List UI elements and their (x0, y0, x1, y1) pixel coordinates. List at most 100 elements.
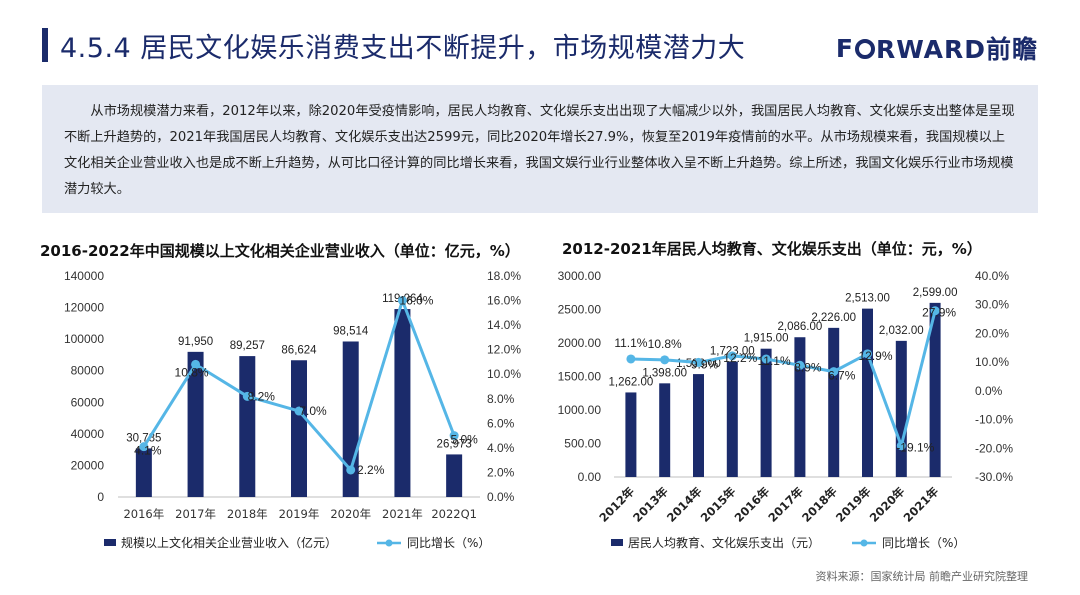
chart1-left-tick: 100000 (64, 332, 104, 346)
chart2-right-tick: 30.0% (975, 298, 1009, 312)
chart2-bar-label: 2,513.00 (845, 293, 890, 305)
chart2-left-tick: 3000.00 (558, 269, 602, 283)
chart1-left-tick: 20000 (71, 458, 105, 472)
chart2-bar-label: 2,599.00 (913, 287, 958, 299)
chart1-right-tick: 8.0% (487, 392, 515, 406)
chart1-bar-label: 98,514 (333, 325, 369, 337)
chart2-category-label: 2021年 (901, 484, 942, 525)
chart1-line-point (191, 359, 201, 369)
chart1-left-tick: 40000 (71, 427, 105, 441)
chart1-left-tick: 120000 (64, 301, 104, 315)
chart2-line-point (694, 357, 703, 367)
chart1-bar-label: 86,624 (281, 344, 317, 356)
chart2-category-label: 2018年 (799, 484, 840, 525)
chart2-bar (659, 383, 671, 477)
chart2-line-point (727, 351, 737, 361)
chart1-right-tick: 0.0% (487, 490, 515, 504)
chart1-line-point (346, 465, 356, 475)
chart1-bar-label: 91,950 (178, 336, 213, 348)
chart2-line-point (761, 354, 771, 364)
chart2-left-tick: 2000.00 (558, 336, 602, 350)
chart1-title: 2016-2022年中国规模以上文化相关企业营业收入（单位：亿元，%） (40, 242, 520, 260)
chart2-bar-label: 2,226.00 (811, 312, 856, 324)
chart1-right-tick: 4.0% (487, 441, 515, 455)
chart2-category-label: 2017年 (765, 484, 806, 525)
chart2-right-tick: -20.0% (975, 441, 1013, 455)
chart2-line-label: 27.9% (922, 306, 956, 320)
chart2-category-label: 2016年 (732, 484, 773, 525)
chart1-right-tick: 12.0% (487, 343, 521, 357)
chart2-right-tick: -30.0% (975, 470, 1013, 484)
chart1-bar (187, 351, 204, 497)
chart1-bar (394, 309, 411, 497)
page-title: 4.5.4 居民文化娱乐消费支出不断提升，市场规模潜力大 (60, 33, 746, 64)
chart1-left-tick: 140000 (64, 269, 104, 283)
chart2-right-tick: 40.0% (975, 269, 1009, 283)
chart2-bar (929, 302, 941, 477)
chart2-category-label: 2013年 (630, 484, 671, 525)
chart2-right-tick: 10.0% (975, 355, 1009, 369)
chart1-bar-label: 26,973 (437, 438, 472, 450)
chart1-legend-bar-label: 规模以上文化相关企业营业收入（亿元） (121, 535, 337, 550)
chart2-line-label: 12.9% (858, 349, 892, 363)
chart2-line-point (626, 354, 636, 364)
chart1-line-point (242, 391, 252, 401)
chart2-right-tick: -10.0% (975, 413, 1013, 427)
chart2-bar-label: 2,086.00 (778, 321, 823, 333)
chart2-growth-line (630, 310, 937, 451)
chart1-category-label: 2021年 (382, 507, 423, 521)
chart1-right-tick: 10.0% (487, 367, 521, 381)
chart1-line-point (449, 431, 459, 441)
chart2-bar (760, 348, 772, 477)
chart1-right-tick: 14.0% (487, 318, 521, 332)
chart1-category-label: 2017年 (175, 507, 216, 521)
chart2-line-point (863, 349, 872, 359)
chart2-line-point (795, 360, 805, 370)
chart1-line-point (294, 406, 304, 416)
chart2-left-tick: 1500.00 (558, 370, 602, 384)
logo-text-left: F (835, 33, 854, 63)
chart2-left-tick: 2500.00 (558, 303, 602, 317)
chart2-category-label: 2020年 (867, 484, 908, 525)
chart2-bar-label: 1,915.00 (744, 333, 789, 345)
chart1-bar (135, 448, 152, 497)
chart1-left-tick: 60000 (71, 395, 105, 409)
chart2-line-label: 12.2% (723, 351, 757, 365)
chart1-bar (446, 454, 463, 497)
source-note: 资料来源：国家统计局 前瞻产业研究院整理 (815, 570, 1029, 583)
chart2-bar-label: 1,262.00 (609, 376, 654, 388)
chart1-legend-bar-swatch (104, 539, 116, 546)
chart1-line-label: 10.8% (175, 365, 209, 379)
chart2-legend-line-dot (860, 539, 868, 547)
chart1-line-label: 2.2% (357, 463, 385, 477)
chart2-line-label: 11.1% (614, 336, 647, 350)
chart1-line-label: 4.1% (134, 444, 162, 458)
chart1-bar-label: 89,257 (230, 340, 265, 352)
chart1-line-label: 16.0% (399, 294, 433, 308)
chart2-line-point (896, 441, 906, 451)
chart2-right-tick: 0.0% (975, 384, 1003, 398)
chart1-left-tick: 0 (97, 490, 104, 504)
chart1-line-label: 8.2% (248, 389, 276, 403)
chart1-left-tick: 80000 (71, 364, 105, 378)
chart2-bar (625, 392, 637, 477)
chart2-bar (862, 308, 873, 477)
chart2-line-point (930, 306, 940, 316)
chart2-legend-bar-swatch (611, 539, 623, 546)
summary-text: 从市场规模潜力来看，2012年以来，除2020年受疫情影响，居民人均教育、文化娱… (64, 104, 1015, 197)
chart2-line-label: 10.8% (648, 337, 682, 351)
chart2-line-point (829, 367, 839, 377)
chart2-line-label: 8.9% (794, 360, 822, 374)
chart1-category-label: 2018年 (227, 507, 268, 521)
chart2-line-label: 9.9% (691, 357, 719, 371)
chart2-bar (895, 340, 907, 477)
chart1-legend-line-label: 同比增长（%） (407, 536, 490, 550)
logo-ring-icon (854, 39, 875, 59)
chart1-category-label: 2016年 (123, 507, 164, 521)
chart2-bar (828, 327, 840, 477)
chart2-title: 2012-2021年居民人均教育、文化娱乐支出（单位：元，%） (562, 240, 982, 258)
forward-logo: F RWARD前瞻 (836, 30, 1038, 66)
chart2-category-label: 2012年 (596, 484, 637, 525)
chart1-category-label: 2020年 (330, 507, 371, 521)
